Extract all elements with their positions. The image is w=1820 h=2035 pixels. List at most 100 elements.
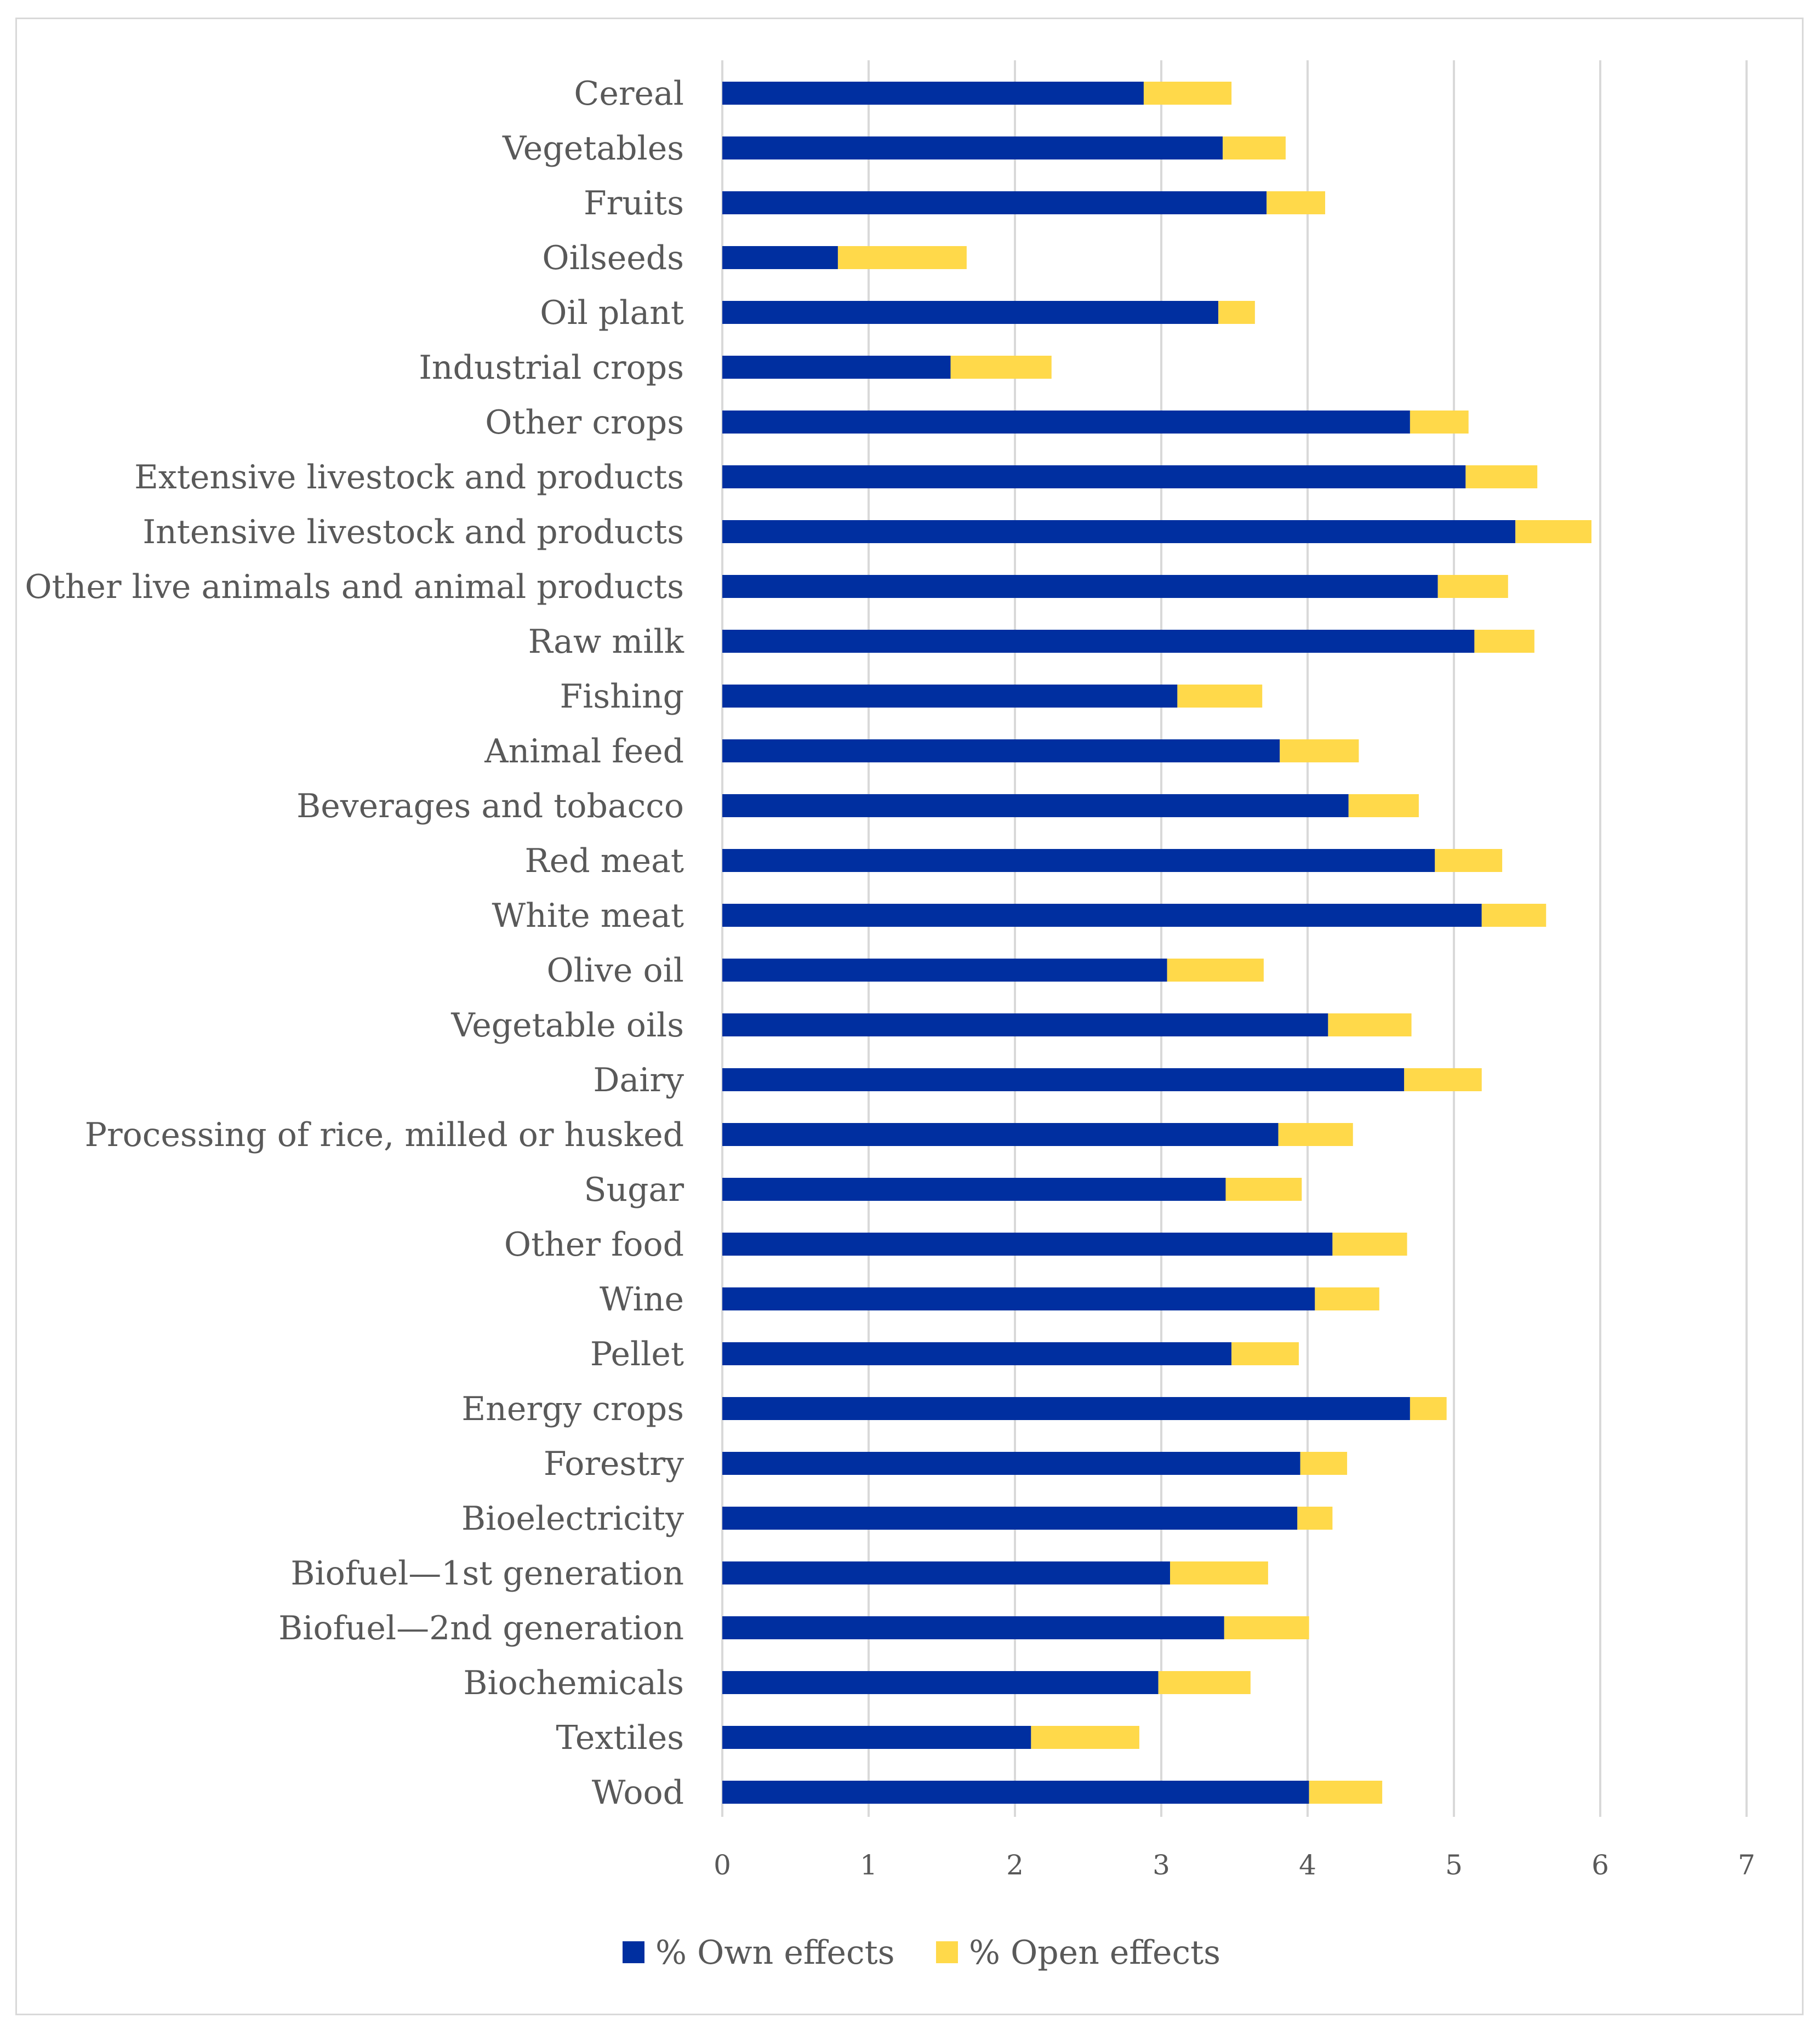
bar-own-effects [722, 301, 1219, 324]
bar-open-effects [1167, 959, 1264, 982]
category-label: Intensive livestock and products [142, 513, 684, 551]
category-label: Red meat [525, 842, 684, 880]
bar-own-effects [722, 1068, 1405, 1091]
bar-own-effects [722, 465, 1466, 488]
category-label: Raw milk [528, 623, 684, 661]
bar-own-effects [722, 739, 1280, 762]
bar-open-effects [1223, 136, 1286, 159]
x-tick-labels: 0 1 2 3 4 5 6 7 [714, 1849, 1755, 1881]
bar-own-effects [722, 1561, 1171, 1584]
legend-label-own-effects: % Own effects [655, 1934, 895, 1972]
category-label: Wood [592, 1774, 684, 1812]
bar-own-effects [722, 1123, 1279, 1146]
bar-open-effects [1410, 1397, 1447, 1420]
category-label: Beverages and tobacco [296, 787, 684, 825]
category-label: Pellet [590, 1335, 684, 1373]
category-label: White meat [492, 897, 684, 935]
x-tick-label: 2 [1006, 1849, 1024, 1881]
bar-open-effects [1278, 1123, 1353, 1146]
category-label: Other food [504, 1225, 684, 1264]
category-label: Energy crops [461, 1390, 684, 1428]
bar-open-effects [1515, 520, 1591, 543]
bar-open-effects [1218, 301, 1255, 324]
bar-open-effects [950, 356, 1052, 379]
bar-open-effects [1031, 1726, 1139, 1749]
bar-open-effects [1300, 1452, 1348, 1475]
bar-open-effects [1177, 685, 1263, 708]
category-label: Extensive livestock and products [134, 458, 684, 497]
bar-open-effects [837, 246, 967, 269]
bar-open-effects [1437, 575, 1508, 598]
category-label: Fishing [560, 677, 684, 716]
bar-open-effects [1266, 191, 1326, 214]
category-label: Biofuel—1st generation [290, 1554, 684, 1593]
bar-open-effects [1348, 794, 1419, 817]
category-label: Forestry [544, 1445, 684, 1483]
x-tick-label: 5 [1445, 1849, 1463, 1881]
x-tick-label: 4 [1299, 1849, 1316, 1881]
bar-open-effects [1465, 465, 1538, 488]
bar-own-effects [722, 1287, 1315, 1310]
category-label: Oil plant [540, 294, 684, 332]
bar-own-effects [722, 685, 1178, 708]
bar-own-effects [722, 575, 1438, 598]
x-tick-label: 6 [1591, 1849, 1609, 1881]
bar-open-effects [1225, 1178, 1302, 1201]
bars [722, 82, 1591, 1804]
bar-own-effects [722, 246, 838, 269]
category-label: Industrial crops [419, 349, 684, 387]
bar-own-effects [722, 1342, 1232, 1365]
bar-own-effects [722, 1616, 1224, 1639]
legend-swatch-open-effects [936, 1941, 958, 1963]
x-tick-label: 0 [714, 1849, 731, 1881]
bar-own-effects [722, 1178, 1226, 1201]
bar-open-effects [1404, 1068, 1482, 1091]
bar-open-effects [1332, 1233, 1407, 1256]
bar-own-effects [722, 411, 1410, 434]
bar-own-effects [722, 1397, 1410, 1420]
bar-open-effects [1231, 1342, 1299, 1365]
bar-open-effects [1435, 849, 1503, 872]
category-label: Textiles [556, 1719, 684, 1757]
category-labels: Cereal Vegetables Fruits Oilseeds Oil plant I… [25, 75, 684, 1812]
category-label: Animal feed [484, 732, 684, 771]
bar-open-effects [1297, 1507, 1333, 1530]
category-label: Olive oil [546, 951, 684, 990]
category-label: Dairy [593, 1061, 684, 1099]
legend: % Own effects % Open effects [623, 1934, 1220, 1972]
bar-open-effects [1158, 1671, 1251, 1694]
bar-open-effects [1170, 1561, 1268, 1584]
bar-own-effects [722, 794, 1349, 817]
bar-open-effects [1315, 1287, 1379, 1310]
bar-own-effects [722, 1671, 1159, 1694]
bar-open-effects [1224, 1616, 1309, 1639]
bar-own-effects [722, 520, 1516, 543]
bar-own-effects [722, 904, 1482, 927]
bar-own-effects [722, 356, 951, 379]
bar-own-effects [722, 1781, 1309, 1804]
category-label: Vegetable oils [450, 1006, 684, 1045]
bar-own-effects [722, 191, 1267, 214]
x-tick-label: 7 [1738, 1849, 1755, 1881]
bar-own-effects [722, 1013, 1328, 1036]
category-label: Vegetables [502, 129, 684, 168]
category-label: Other live animals and animal products [25, 568, 684, 606]
category-label: Biochemicals [463, 1664, 684, 1702]
legend-swatch-own-effects [623, 1941, 644, 1963]
bar-own-effects [722, 82, 1144, 105]
legend-label-open-effects: % Open effects [969, 1934, 1220, 1972]
bar-open-effects [1280, 739, 1359, 762]
bar-open-effects [1474, 630, 1534, 653]
x-tick-label: 1 [860, 1849, 877, 1881]
category-label: Fruits [584, 184, 684, 223]
category-label: Cereal [574, 75, 684, 113]
bar-open-effects [1328, 1013, 1412, 1036]
bar-own-effects [722, 1452, 1300, 1475]
category-label: Sugar [584, 1171, 684, 1209]
bar-open-effects [1410, 411, 1469, 434]
bar-own-effects [722, 849, 1435, 872]
bar-own-effects [722, 959, 1167, 982]
x-tick-label: 3 [1153, 1849, 1170, 1881]
category-label: Other crops [485, 403, 684, 442]
